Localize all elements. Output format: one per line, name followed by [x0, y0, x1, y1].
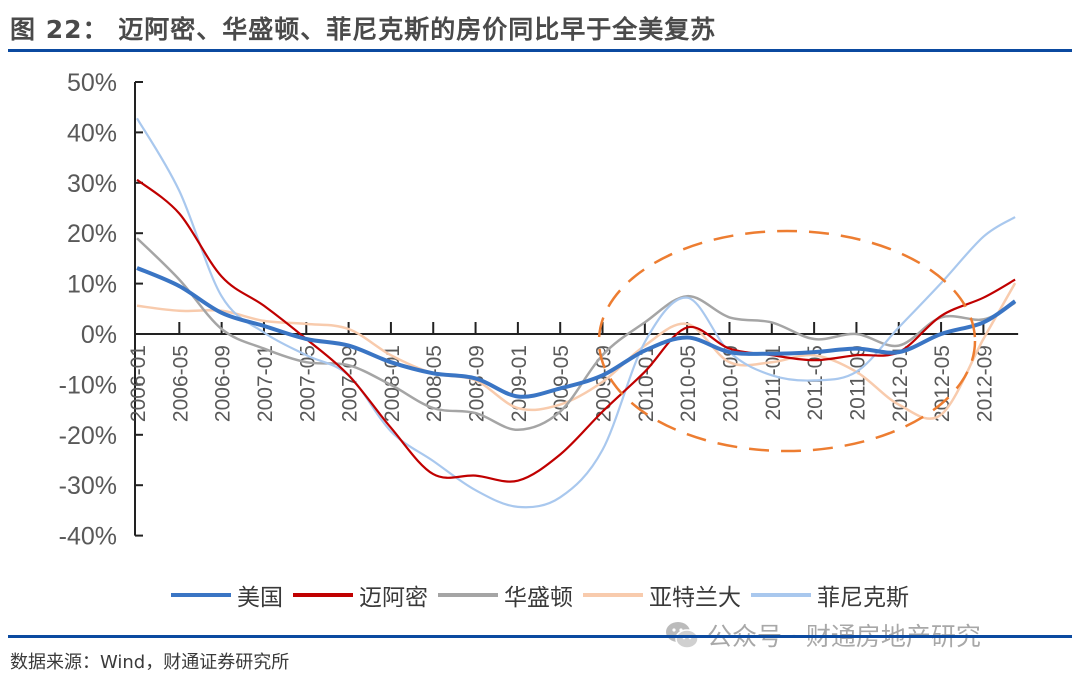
x-tick-label: 2009-09: [593, 345, 616, 422]
y-tick-label: 0%: [81, 321, 117, 349]
series-line-5: [136, 117, 1016, 509]
y-tick-label: 50%: [67, 69, 117, 97]
y-tick-label: -20%: [59, 422, 117, 450]
legend-swatch: [171, 593, 231, 597]
x-tick-label: 2006-01: [127, 345, 150, 422]
legend-swatch: [293, 593, 353, 597]
legend-item: 美国: [171, 578, 283, 612]
x-tick-label: 2012-05: [931, 345, 954, 422]
x-tick-label: 2011-05: [804, 345, 827, 421]
y-tick-label: 10%: [67, 271, 117, 299]
legend-item: 亚特兰大: [583, 578, 741, 612]
series-line-2: [136, 178, 1016, 483]
legend: 美国 迈阿密 华盛顿 亚特兰大 菲尼克斯: [0, 578, 1080, 612]
series-line-3: [136, 237, 1016, 432]
x-tick-label: 2007-09: [339, 345, 362, 422]
x-tick-label: 2009-01: [508, 345, 531, 422]
series-line-1: [136, 266, 1017, 399]
legend-label: 菲尼克斯: [817, 585, 909, 611]
legend-item: 华盛顿: [438, 578, 573, 612]
x-tick-label: 2011-09: [846, 345, 869, 421]
legend-swatch: [583, 593, 643, 597]
x-tick-label: 2012-09: [973, 345, 996, 422]
y-tick-label: 40%: [67, 119, 117, 147]
y-tick-label: 30%: [67, 170, 117, 198]
legend-item: 菲尼克斯: [751, 578, 909, 612]
legend-label: 华盛顿: [504, 585, 573, 611]
footer-rule: [8, 635, 1072, 638]
y-tick-label: -40%: [59, 523, 117, 551]
y-tick-label: -30%: [59, 472, 117, 500]
x-tick-label: 2007-01: [254, 345, 277, 422]
legend-label: 亚特兰大: [649, 585, 741, 611]
y-tick-label: 20%: [67, 220, 117, 248]
legend-label: 美国: [237, 585, 283, 611]
x-tick-label: 2006-05: [169, 345, 192, 422]
x-tick-label: 2008-05: [423, 345, 446, 422]
x-tick-label: 2010-05: [677, 345, 700, 422]
x-tick-label: 2006-09: [212, 345, 235, 422]
highlight-ellipse: [597, 229, 977, 453]
x-tick-label: 2008-09: [466, 345, 489, 422]
source-note: 数据来源：Wind，财通证券研究所: [10, 652, 290, 673]
legend-label: 迈阿密: [359, 585, 428, 611]
legend-swatch: [751, 593, 811, 597]
y-tick-label: -10%: [59, 371, 117, 399]
legend-item: 迈阿密: [293, 578, 428, 612]
legend-swatch: [438, 593, 498, 597]
title-rule: [8, 49, 1072, 52]
figure-title: 图 22： 迈阿密、华盛顿、菲尼克斯的房价同比早于全美复苏: [10, 15, 717, 44]
